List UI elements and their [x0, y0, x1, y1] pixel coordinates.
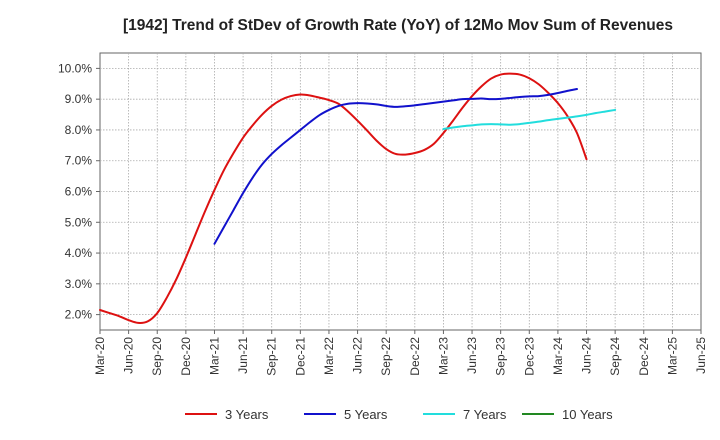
series-line-5-years: [213, 88, 578, 245]
x-tick-label: Mar-25: [665, 337, 679, 375]
x-tick-label: Sep-23: [494, 337, 508, 376]
legend-label-5-years: 5 Years: [344, 407, 388, 422]
x-tick-label: Jun-20: [122, 337, 136, 374]
x-axis-ticks: Mar-20 Jun-20 Sep-20 Dec-20 Mar-21 Jun-21 Sep-…: [93, 330, 708, 376]
series-lines: [99, 72, 617, 324]
y-tick-label: 7.0%: [65, 154, 93, 168]
x-tick-label: Dec-21: [293, 337, 307, 376]
x-tick-label: Mar-21: [207, 337, 221, 375]
y-tick-label: 9.0%: [65, 92, 93, 106]
x-tick-label: Mar-24: [551, 337, 565, 375]
y-tick-label: 5.0%: [65, 215, 93, 229]
x-tick-label: Mar-20: [93, 337, 107, 375]
legend-label-10-years: 10 Years: [562, 407, 613, 422]
legend: 3 Years 5 Years 7 Years 10 Years: [185, 407, 613, 422]
y-tick-label: 6.0%: [65, 185, 93, 199]
y-tick-label: 8.0%: [65, 123, 93, 137]
y-tick-label: 10.0%: [58, 61, 92, 75]
x-tick-label: Dec-24: [637, 337, 651, 376]
y-tick-label: 3.0%: [65, 277, 93, 291]
x-tick-label: Jun-22: [351, 337, 365, 374]
x-tick-label: Mar-23: [436, 337, 450, 375]
y-tick-label: 4.0%: [65, 246, 93, 260]
x-tick-label: Dec-20: [179, 337, 193, 376]
x-tick-label: Sep-20: [150, 337, 164, 376]
x-tick-label: Sep-22: [379, 337, 393, 376]
y-tick-label: 2.0%: [65, 308, 93, 322]
x-tick-label: Jun-25: [694, 337, 708, 374]
x-tick-label: Jun-23: [465, 337, 479, 374]
x-tick-label: Dec-23: [522, 337, 536, 376]
legend-label-7-years: 7 Years: [463, 407, 507, 422]
x-tick-label: Mar-22: [322, 337, 336, 375]
series-line-3-years: [99, 72, 588, 324]
x-tick-label: Sep-21: [265, 337, 279, 376]
y-axis-ticks: 2.0% 3.0% 4.0% 5.0% 6.0% 7.0% 8.0% 9.0% 10.0%: [58, 61, 100, 322]
x-tick-label: Jun-21: [236, 337, 250, 374]
x-tick-label: Dec-22: [408, 337, 422, 376]
series-line-7-years: [442, 108, 617, 131]
chart-title: [1942] Trend of StDev of Growth Rate (Yo…: [123, 17, 673, 34]
legend-label-3-years: 3 Years: [225, 407, 269, 422]
x-tick-label: Jun-24: [580, 337, 594, 374]
x-tick-label: Sep-24: [608, 337, 622, 376]
